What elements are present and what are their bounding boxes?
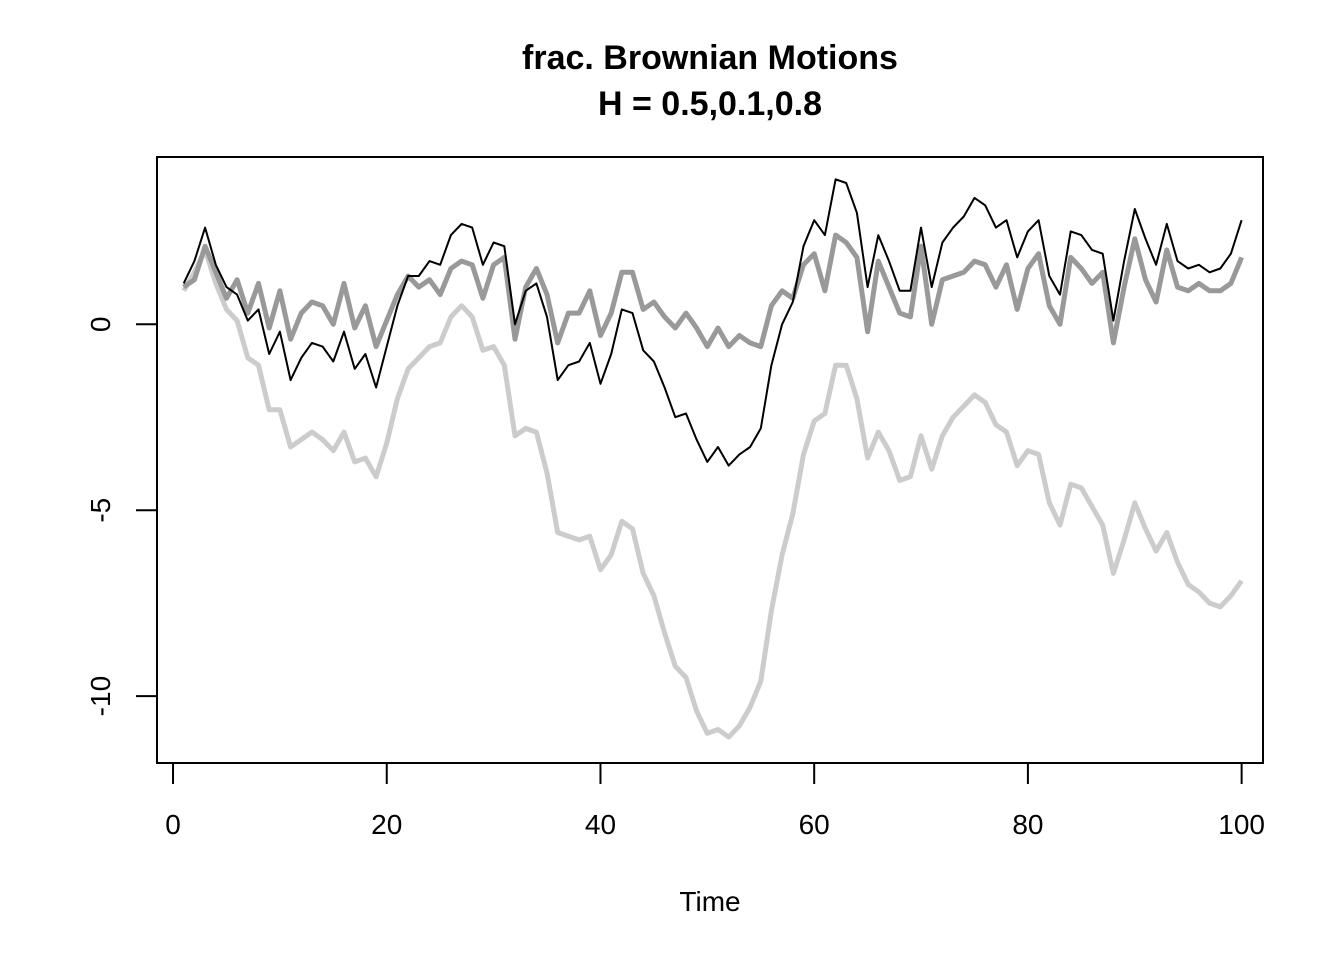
x-tick-label: 100: [1218, 809, 1265, 840]
chart-title: frac. Brownian Motions: [522, 39, 898, 77]
chart-subtitle: H = 0.5,0.1,0.8: [598, 85, 822, 123]
y-tick-label: -5: [85, 498, 116, 523]
x-tick-label: 40: [585, 809, 616, 840]
y-tick-label: -10: [85, 676, 116, 716]
x-axis-title: Time: [679, 886, 740, 917]
x-axis: 0 20 40 60 80 100: [165, 762, 1265, 840]
x-tick-label: 60: [799, 809, 830, 840]
series-line-1: [181, 247, 1244, 740]
plot-frame: [156, 156, 1264, 764]
series-line-2: [182, 232, 1244, 350]
y-axis: -10 -5 0: [85, 317, 158, 716]
series-layer: [181, 178, 1244, 740]
x-tick-label: 0: [165, 809, 181, 840]
series-line-3: [182, 178, 1243, 467]
y-tick-label: 0: [85, 317, 116, 333]
x-tick-label: 80: [1012, 809, 1043, 840]
x-tick-label: 20: [371, 809, 402, 840]
